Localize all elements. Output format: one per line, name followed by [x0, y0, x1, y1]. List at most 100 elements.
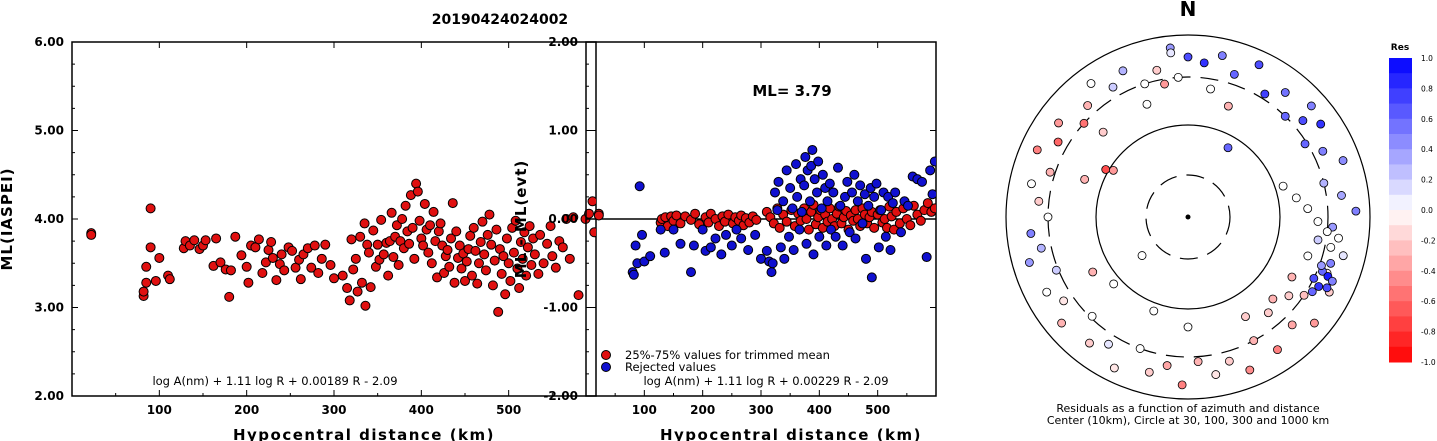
data-point — [781, 216, 792, 227]
station-marker — [1144, 367, 1154, 377]
data-point — [855, 180, 866, 191]
data-point — [833, 162, 843, 173]
data-point — [655, 224, 666, 235]
colorbar-swatch — [1389, 270, 1412, 287]
y-tick-label: 4.00 — [34, 212, 64, 226]
station-marker — [1306, 101, 1316, 111]
colorbar-swatch — [1389, 210, 1412, 226]
data-point — [477, 216, 488, 227]
data-point — [557, 242, 568, 253]
colorbar-tick-label: -0.4 — [1421, 267, 1436, 276]
data-point — [456, 263, 467, 274]
data-point — [200, 235, 211, 246]
station-marker — [1326, 258, 1336, 268]
data-point — [309, 240, 320, 251]
data-point — [224, 291, 235, 302]
data-point — [266, 237, 277, 248]
station-marker — [1173, 72, 1183, 82]
station-marker — [1291, 193, 1301, 203]
data-point — [866, 272, 877, 283]
station-marker — [1034, 196, 1044, 206]
station-marker — [1088, 267, 1098, 277]
station-marker — [1152, 65, 1162, 75]
data-point — [675, 218, 686, 229]
polar-residual-plot: N Residuals as a function of azimuth and … — [1005, 0, 1371, 427]
data-point — [929, 156, 936, 167]
data-point — [801, 214, 812, 224]
data-point — [356, 277, 367, 288]
station-marker — [1351, 206, 1361, 216]
data-point — [524, 221, 535, 232]
station-marker — [1307, 287, 1317, 297]
legend-marker-trimmed — [601, 350, 611, 360]
station-marker — [1287, 320, 1297, 330]
data-point — [921, 252, 932, 263]
y-tick-label: -2.00 — [543, 389, 578, 403]
data-point — [796, 206, 807, 217]
data-point — [778, 196, 789, 207]
data-point — [348, 264, 359, 275]
data-point — [659, 247, 670, 258]
x-axis-label: Hypocentral distance (km) — [660, 426, 922, 441]
data-point — [267, 252, 278, 263]
data-point — [306, 262, 317, 273]
data-point — [287, 245, 298, 256]
data-point — [419, 198, 430, 209]
station-marker — [1183, 52, 1193, 62]
data-point — [766, 267, 777, 278]
station-marker — [1183, 322, 1193, 332]
data-point — [360, 300, 371, 311]
station-marker — [1309, 318, 1319, 328]
formula-label: log A(nm) + 1.11 log R + 0.00229 R - 2.0… — [643, 374, 888, 388]
data-point — [363, 247, 374, 258]
data-point — [505, 275, 516, 286]
data-point — [705, 242, 716, 253]
data-point — [788, 244, 799, 255]
data-point — [412, 186, 423, 197]
data-point — [365, 282, 376, 293]
station-marker — [1109, 363, 1119, 373]
x-tick-label: 500 — [496, 403, 521, 417]
y-tick-label: 6.00 — [34, 35, 64, 49]
data-point — [316, 253, 327, 264]
data-point — [425, 220, 436, 231]
data-point — [568, 212, 579, 223]
distance-ring — [1145, 174, 1231, 260]
data-point — [774, 222, 785, 233]
data-point — [138, 286, 149, 297]
station-marker — [1338, 156, 1348, 165]
station-marker — [1177, 380, 1187, 390]
data-point — [808, 249, 819, 260]
station-marker — [1316, 119, 1326, 129]
data-point — [393, 260, 404, 271]
x-tick-label: 200 — [690, 403, 715, 417]
data-point — [359, 218, 370, 229]
data-point — [141, 261, 152, 272]
station-marker — [1027, 179, 1036, 189]
data-point — [253, 234, 264, 245]
data-point — [444, 261, 455, 272]
data-point — [526, 260, 537, 271]
data-point — [376, 214, 387, 225]
distance-ring — [1005, 34, 1371, 400]
station-marker — [1024, 258, 1034, 267]
station-marker — [1273, 345, 1282, 355]
legend-label-rejected: Rejected values — [625, 360, 716, 374]
colorbar-tick-label: -0.6 — [1421, 297, 1436, 306]
data-point — [850, 233, 861, 244]
data-point — [433, 226, 444, 237]
colorbar-swatch — [1389, 316, 1412, 333]
data-point — [710, 233, 721, 244]
data-point — [468, 222, 479, 233]
distance-ring — [1095, 124, 1281, 310]
data-point — [852, 196, 863, 207]
data-point — [86, 229, 97, 240]
x-tick-label: 100 — [147, 403, 172, 417]
data-point — [230, 231, 241, 242]
data-point — [805, 196, 815, 207]
data-point — [350, 253, 361, 264]
data-point — [587, 196, 596, 207]
distance-ring — [1047, 76, 1329, 358]
data-point — [925, 165, 936, 176]
station-marker — [1260, 89, 1270, 99]
